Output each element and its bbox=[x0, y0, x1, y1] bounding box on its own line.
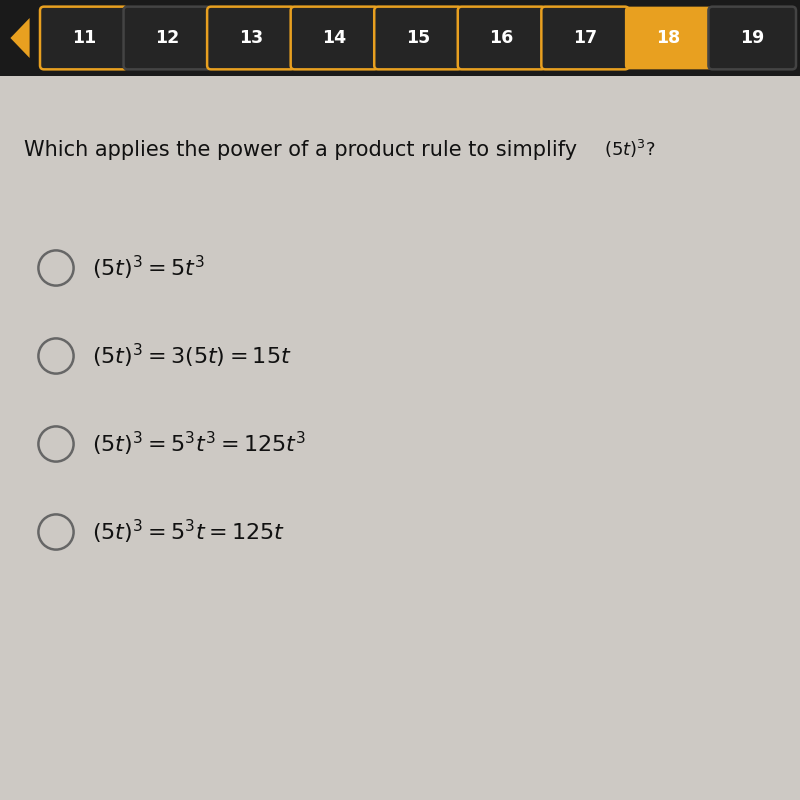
FancyBboxPatch shape bbox=[542, 6, 629, 70]
Text: $(5t)^3 = 5t^3$: $(5t)^3 = 5t^3$ bbox=[92, 254, 205, 282]
Polygon shape bbox=[10, 18, 30, 58]
Text: 19: 19 bbox=[740, 29, 764, 47]
FancyBboxPatch shape bbox=[123, 6, 211, 70]
Text: $(5t)^3 = 5^3t = 125t$: $(5t)^3 = 5^3t = 125t$ bbox=[92, 518, 285, 546]
Text: 16: 16 bbox=[490, 29, 514, 47]
FancyBboxPatch shape bbox=[709, 6, 796, 70]
Text: $(5t)^3 = 3(5t) = 15t$: $(5t)^3 = 3(5t) = 15t$ bbox=[92, 342, 292, 370]
FancyBboxPatch shape bbox=[625, 6, 713, 70]
Text: 15: 15 bbox=[406, 29, 430, 47]
FancyBboxPatch shape bbox=[458, 6, 546, 70]
Text: $(5t)^3$?: $(5t)^3$? bbox=[604, 138, 655, 160]
Text: 17: 17 bbox=[573, 29, 597, 47]
FancyBboxPatch shape bbox=[374, 6, 462, 70]
Text: 13: 13 bbox=[239, 29, 263, 47]
FancyBboxPatch shape bbox=[40, 6, 127, 70]
Text: Which applies the power of a product rule to simplify: Which applies the power of a product rul… bbox=[24, 140, 584, 160]
FancyBboxPatch shape bbox=[0, 0, 800, 76]
Text: $(5t)^3 = 5^3t^3 = 125t^3$: $(5t)^3 = 5^3t^3 = 125t^3$ bbox=[92, 430, 306, 458]
FancyBboxPatch shape bbox=[207, 6, 294, 70]
Text: 14: 14 bbox=[322, 29, 346, 47]
Text: 11: 11 bbox=[72, 29, 96, 47]
Text: 18: 18 bbox=[657, 29, 681, 47]
FancyBboxPatch shape bbox=[290, 6, 378, 70]
Text: 12: 12 bbox=[155, 29, 179, 47]
